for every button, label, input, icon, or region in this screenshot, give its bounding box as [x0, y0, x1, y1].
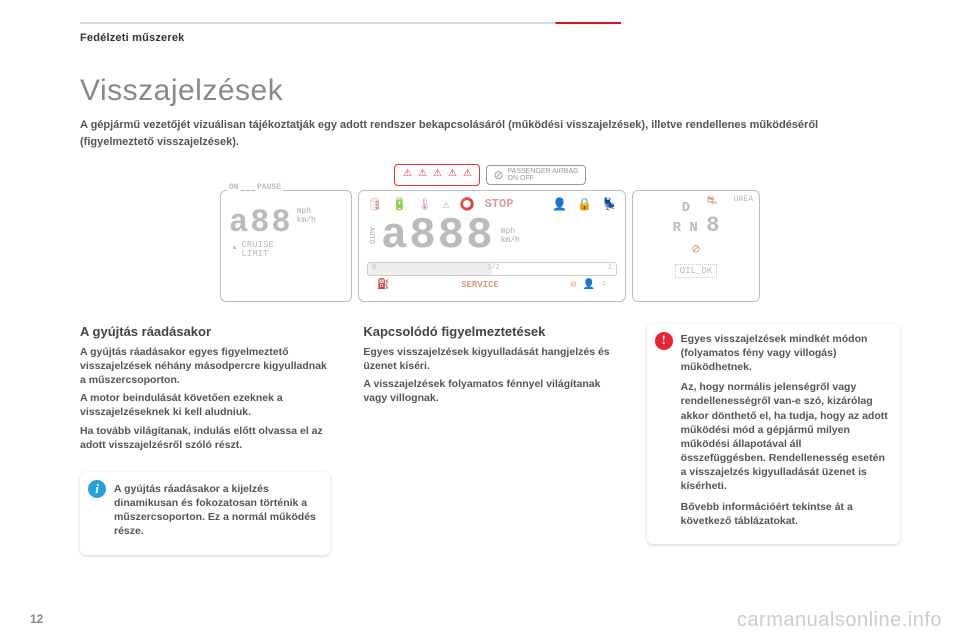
info-note-text: A gyújtás ráadásakor a kijelzés dinamiku…	[114, 482, 318, 539]
info-note-box: i A gyújtás ráadásakor a kijelzés dinami…	[80, 472, 330, 555]
airbag-off-icon: ⊘	[493, 168, 503, 182]
tag-on: ON	[227, 183, 241, 192]
info-badge-icon: i	[88, 480, 106, 498]
gear-display: D R N 8	[641, 201, 751, 237]
left-digits: a88	[229, 207, 293, 239]
col-1-p3: Ha tovább világítanak, indulás előtt olv…	[80, 424, 333, 452]
content-columns: A gyújtás ráadásakor A gyújtás ráadásako…	[80, 324, 900, 555]
warning-pill: ⚠ ⚠ ⚠ ⚠ ⚠	[394, 164, 480, 186]
warn-note-p1: Egyes visszajelzések mindkét módon (foly…	[681, 332, 888, 375]
limit-label: LIMIT	[241, 250, 273, 259]
unit-mph: mph	[501, 227, 520, 236]
col-1-heading: A gyújtás ráadásakor	[80, 324, 333, 339]
gear-rn: R N 8	[641, 215, 751, 237]
col-2-p1: Egyes visszajelzések kigyulladását hangj…	[363, 345, 616, 373]
manual-page: Fedélzeti műszerek Visszajelzések A gépj…	[0, 0, 960, 640]
brake-icon: ⭕	[460, 197, 475, 212]
tyre-icon: ○	[601, 279, 607, 291]
mid-footer: ⛽ SERVICE ⊘ 👤 ○	[367, 279, 617, 291]
belt-icon: 💺	[602, 197, 617, 212]
warn-note-p3: Bővebb információért tekintse át a követ…	[681, 500, 888, 528]
warn-icon: ⚠	[416, 168, 428, 182]
battery-icon: 🔋	[392, 197, 407, 212]
warn-note-p2: Az, hogy normális jelenségről vagy rende…	[681, 380, 888, 493]
airbag-label: PASSENGER AIRBAG	[508, 168, 579, 175]
lock-icon: 🔒	[577, 197, 592, 212]
intro-text: A gépjármű vezetőjét vizuálisan tájékozt…	[80, 118, 860, 150]
panel-right: UREA ⛐ D R N 8 ⊘ OIL_OK	[632, 190, 760, 302]
intro-line-1: A gépjármű vezetőjét vizuálisan tájékozt…	[80, 118, 860, 133]
cruise-icon: ◔	[229, 242, 237, 258]
warn-icon: ⚠	[442, 197, 449, 212]
fuel-icon: ⛽	[377, 279, 389, 291]
col-ignition: A gyújtás ráadásakor A gyújtás ráadásako…	[80, 324, 333, 555]
col-2-heading: Kapcsolódó figyelmeztetések	[363, 324, 616, 339]
col-1-p1: A gyújtás ráadásakor egyes figyelmeztető…	[80, 345, 333, 388]
stop-label: STOP	[485, 197, 514, 211]
top-divider	[80, 22, 900, 24]
engine-icon: ⛐	[707, 194, 717, 209]
dashboard-illustration: ⚠ ⚠ ⚠ ⚠ ⚠ ⊘ PASSENGER AIRBAG ON OFF ON P…	[220, 164, 760, 302]
warn-icon: ⚠	[401, 168, 413, 182]
panel-left: ON PAUSE a88 mph km/h ◔ CRUISE LIMIT	[220, 190, 352, 302]
cruise-row: ◔ CRUISE LIMIT	[229, 241, 343, 259]
unit-mph: mph	[297, 207, 316, 216]
col-2-p2: A visszajelzések folyamatos fénnyel vilá…	[363, 377, 616, 405]
esp-icon: ⊘	[570, 279, 576, 291]
warning-light-row: ⚠ ⚠ ⚠ ⚠ ⚠ ⊘ PASSENGER AIRBAG ON OFF	[220, 164, 760, 186]
urea-label: UREA	[734, 195, 753, 204]
auto-label: AUTO	[367, 227, 375, 244]
page-title: Visszajelzések	[80, 74, 900, 108]
service-label: SERVICE	[461, 280, 499, 290]
warn-badge-icon: !	[655, 332, 673, 350]
mid-icon-row: 🛢 🔋 🌡 ⚠ ⭕ STOP 👤 🔒 💺	[367, 197, 617, 212]
airbag-state: ON OFF	[508, 175, 579, 182]
warn-icon: ⚠	[431, 168, 443, 182]
warn-note-box: ! Egyes visszajelzések mindkét módon (fo…	[647, 324, 900, 544]
oil-icon: 🛢	[367, 197, 382, 212]
seat-icon: 👤	[552, 197, 567, 212]
footer-watermark: carmanualsonline.info	[737, 609, 942, 632]
mid-digits: a888	[381, 214, 495, 258]
airbag-pill: ⊘ PASSENGER AIRBAG ON OFF	[486, 165, 585, 185]
right-circle-icon: ⊘	[641, 241, 751, 258]
unit-kmh: km/h	[501, 236, 520, 245]
warn-icon: ⚠	[461, 168, 473, 182]
gauge-half: 1/2	[487, 264, 500, 272]
gauge-1: 1	[608, 264, 612, 272]
col-warning-note: ! Egyes visszajelzések mindkét módon (fo…	[647, 324, 900, 555]
col-related-warnings: Kapcsolódó figyelmeztetések Egyes vissza…	[363, 324, 616, 555]
unit-kmh: km/h	[297, 216, 316, 225]
panel-mid: 🛢 🔋 🌡 ⚠ ⭕ STOP 👤 🔒 💺 AUTO a888 mph	[358, 190, 626, 302]
dashboard-panels: ON PAUSE a88 mph km/h ◔ CRUISE LIMIT	[220, 190, 760, 302]
page-number: 12	[30, 612, 43, 626]
intro-line-2: (figyelmeztető visszajelzések).	[80, 135, 860, 150]
oil-ok-label: OIL_OK	[641, 266, 751, 276]
temp-icon: 🌡	[417, 197, 432, 212]
tag-pause: PAUSE	[255, 183, 283, 192]
col-1-p2: A motor beindulását követően ezeknek a v…	[80, 391, 333, 419]
seat2-icon: 👤	[583, 279, 595, 291]
gauge-0: 0	[372, 264, 376, 272]
section-header: Fedélzeti műszerek	[80, 32, 184, 44]
warn-icon: ⚠	[446, 168, 458, 182]
fuel-gauge: 0 1/2 1	[367, 262, 617, 276]
